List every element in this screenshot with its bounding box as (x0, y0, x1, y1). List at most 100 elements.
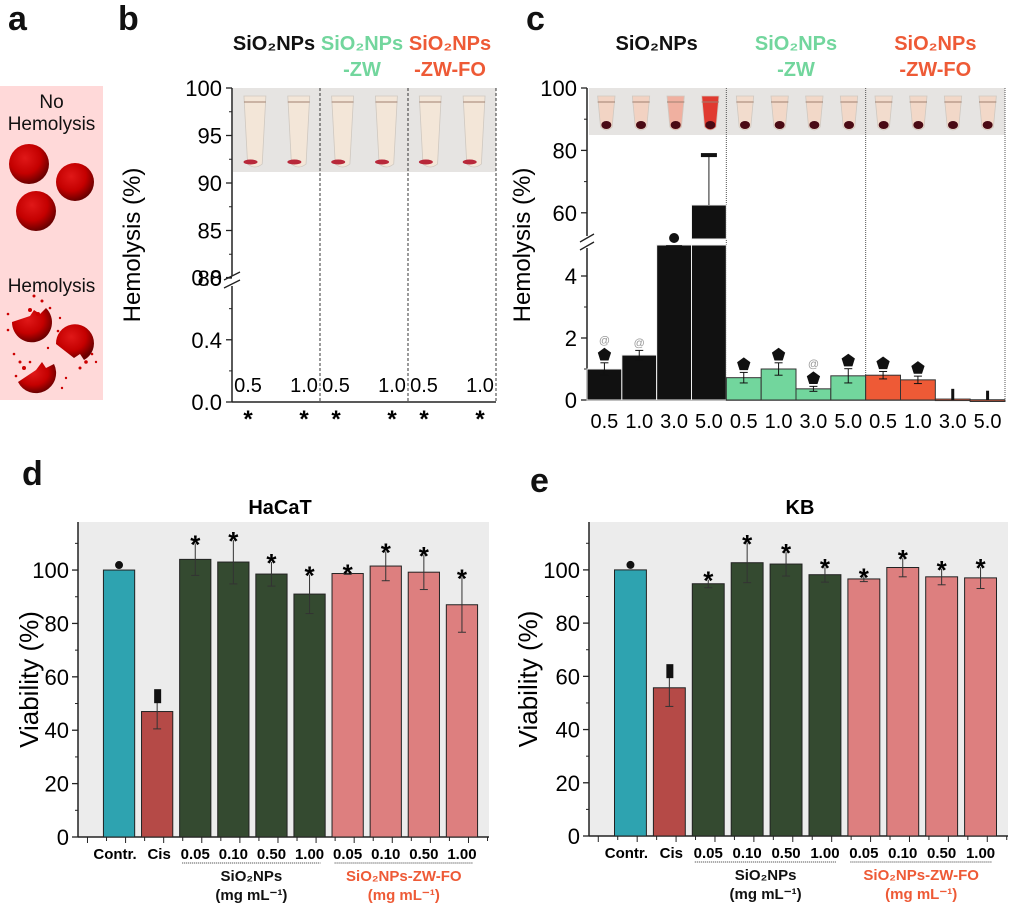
dot-marker (669, 233, 680, 243)
test-tube (735, 95, 755, 131)
category-label: 0.10 (371, 846, 400, 863)
bar-lower-segment (691, 244, 727, 401)
rbc-pellet (462, 159, 477, 165)
category-label: 1.0 (290, 375, 318, 397)
category-label: 1.0 (904, 411, 932, 433)
significance-marker: * (243, 406, 253, 433)
category-label: Contr. (93, 846, 136, 863)
at-marker: @ (808, 358, 819, 370)
category-label: 0.5 (730, 411, 758, 433)
rbc-pellet (913, 121, 924, 129)
bar (102, 569, 136, 838)
group-subtitle: -ZW (343, 59, 381, 81)
test-tube (770, 95, 789, 131)
pentagon-marker (737, 357, 751, 371)
bar (621, 354, 658, 401)
panel-letter-d: d (22, 455, 43, 493)
significance-asterisk: * (190, 529, 201, 559)
group-subtitle: -ZW-FO (414, 59, 486, 81)
significance-asterisk: * (703, 566, 714, 596)
group-unit-label: (mg mL⁻¹) (885, 886, 957, 903)
lysed-rbc (11, 308, 52, 343)
significance-asterisk: * (419, 541, 430, 571)
significance-asterisk: * (975, 553, 986, 583)
bar (407, 571, 440, 838)
group-title: SiO₂NPs (233, 33, 315, 55)
test-tube (943, 95, 963, 131)
bar (730, 562, 764, 837)
test-tube (331, 95, 354, 168)
bar (964, 577, 997, 837)
group-title: SiO₂NPs (616, 33, 698, 55)
panel-letter-b: b (118, 0, 139, 38)
rbc-pellet (670, 121, 681, 129)
rbc-pellet (809, 121, 820, 129)
significance-asterisk: * (898, 544, 909, 574)
group-unit-label: (mg mL⁻¹) (368, 887, 440, 904)
error-cap (666, 245, 683, 250)
y-tick-label: 0.4 (191, 328, 222, 353)
y-tick-label: 60 (556, 664, 580, 689)
rbc-pellet (878, 121, 889, 129)
category-label: 1.0 (466, 375, 494, 397)
significance-asterisk: * (266, 548, 277, 578)
no-hemolysis-label-line1: No (39, 92, 64, 113)
significance-asterisk: * (859, 562, 870, 592)
category-label: 0.5 (410, 375, 438, 397)
bar (293, 593, 326, 838)
y-tick-label: 20 (556, 771, 580, 796)
category-label: 1.00 (295, 846, 324, 863)
y-axis-label: Viability (%) (14, 611, 44, 748)
test-tube (874, 95, 893, 131)
category-label: 1.0 (378, 375, 406, 397)
panel-letter-a: a (8, 0, 27, 38)
category-label: 3.0 (939, 411, 967, 433)
y-tick-label: 4 (565, 264, 577, 289)
bar (614, 569, 647, 837)
category-label: 0.10 (733, 845, 762, 862)
y-tick-label: 60 (553, 201, 577, 226)
bar (847, 578, 881, 837)
category-label: 0.10 (219, 846, 248, 863)
group-unit-label: (mg mL⁻¹) (215, 887, 287, 904)
bar (886, 567, 920, 837)
test-tube (805, 95, 824, 131)
lysed-rbc (18, 362, 57, 394)
category-label: 1.00 (966, 845, 995, 862)
significance-asterisk: * (381, 537, 392, 567)
y-tick-label: 80 (553, 138, 577, 163)
rbc-pellet (243, 159, 258, 165)
y-axis-label: Hemolysis (%) (119, 168, 146, 323)
bar (969, 399, 1006, 402)
bar-lower-segment (656, 244, 693, 401)
category-label: 5.0 (695, 411, 723, 433)
tube-photo-background (589, 88, 1005, 135)
y-tick-label: 100 (540, 76, 577, 101)
significance-asterisk: * (228, 526, 239, 556)
category-label: 3.0 (800, 411, 828, 433)
bar (217, 561, 250, 838)
category-label: 1.0 (625, 411, 653, 433)
pentagon-marker (597, 347, 612, 361)
y-tick-label: 85 (198, 219, 222, 244)
chart-d: HaCaT 0 20 40 60 80 100 Viability (%) Contr. Cis *… (14, 497, 489, 904)
category-label: 3.0 (660, 411, 688, 433)
significance-marker: * (387, 406, 397, 433)
significance-marker: * (299, 406, 309, 433)
test-tube (666, 95, 685, 131)
rbc-schematic-panel: No Hemolysis Hemolysis (0, 86, 103, 400)
significance-asterisk: * (304, 561, 315, 591)
rbc-pellet (705, 121, 716, 129)
y-tick-label: 0 (57, 825, 69, 850)
category-label: Contr. (605, 845, 648, 862)
y-tick-label: 0.0 (191, 390, 222, 415)
rbc-pellet (844, 121, 854, 129)
category-label: Cis (660, 845, 683, 862)
panel-letter-e: e (530, 462, 549, 500)
tube-photo-background (233, 88, 496, 172)
rbc-illustration (6, 144, 98, 394)
chart-c: 60 80 100 0 2 4 Hemolysis (%) @0.5 @1.0 3.0 5.0 0.5… (509, 33, 1006, 433)
test-tube (418, 95, 442, 168)
category-label: 0.05 (333, 846, 362, 863)
pentagon-marker (876, 356, 890, 370)
